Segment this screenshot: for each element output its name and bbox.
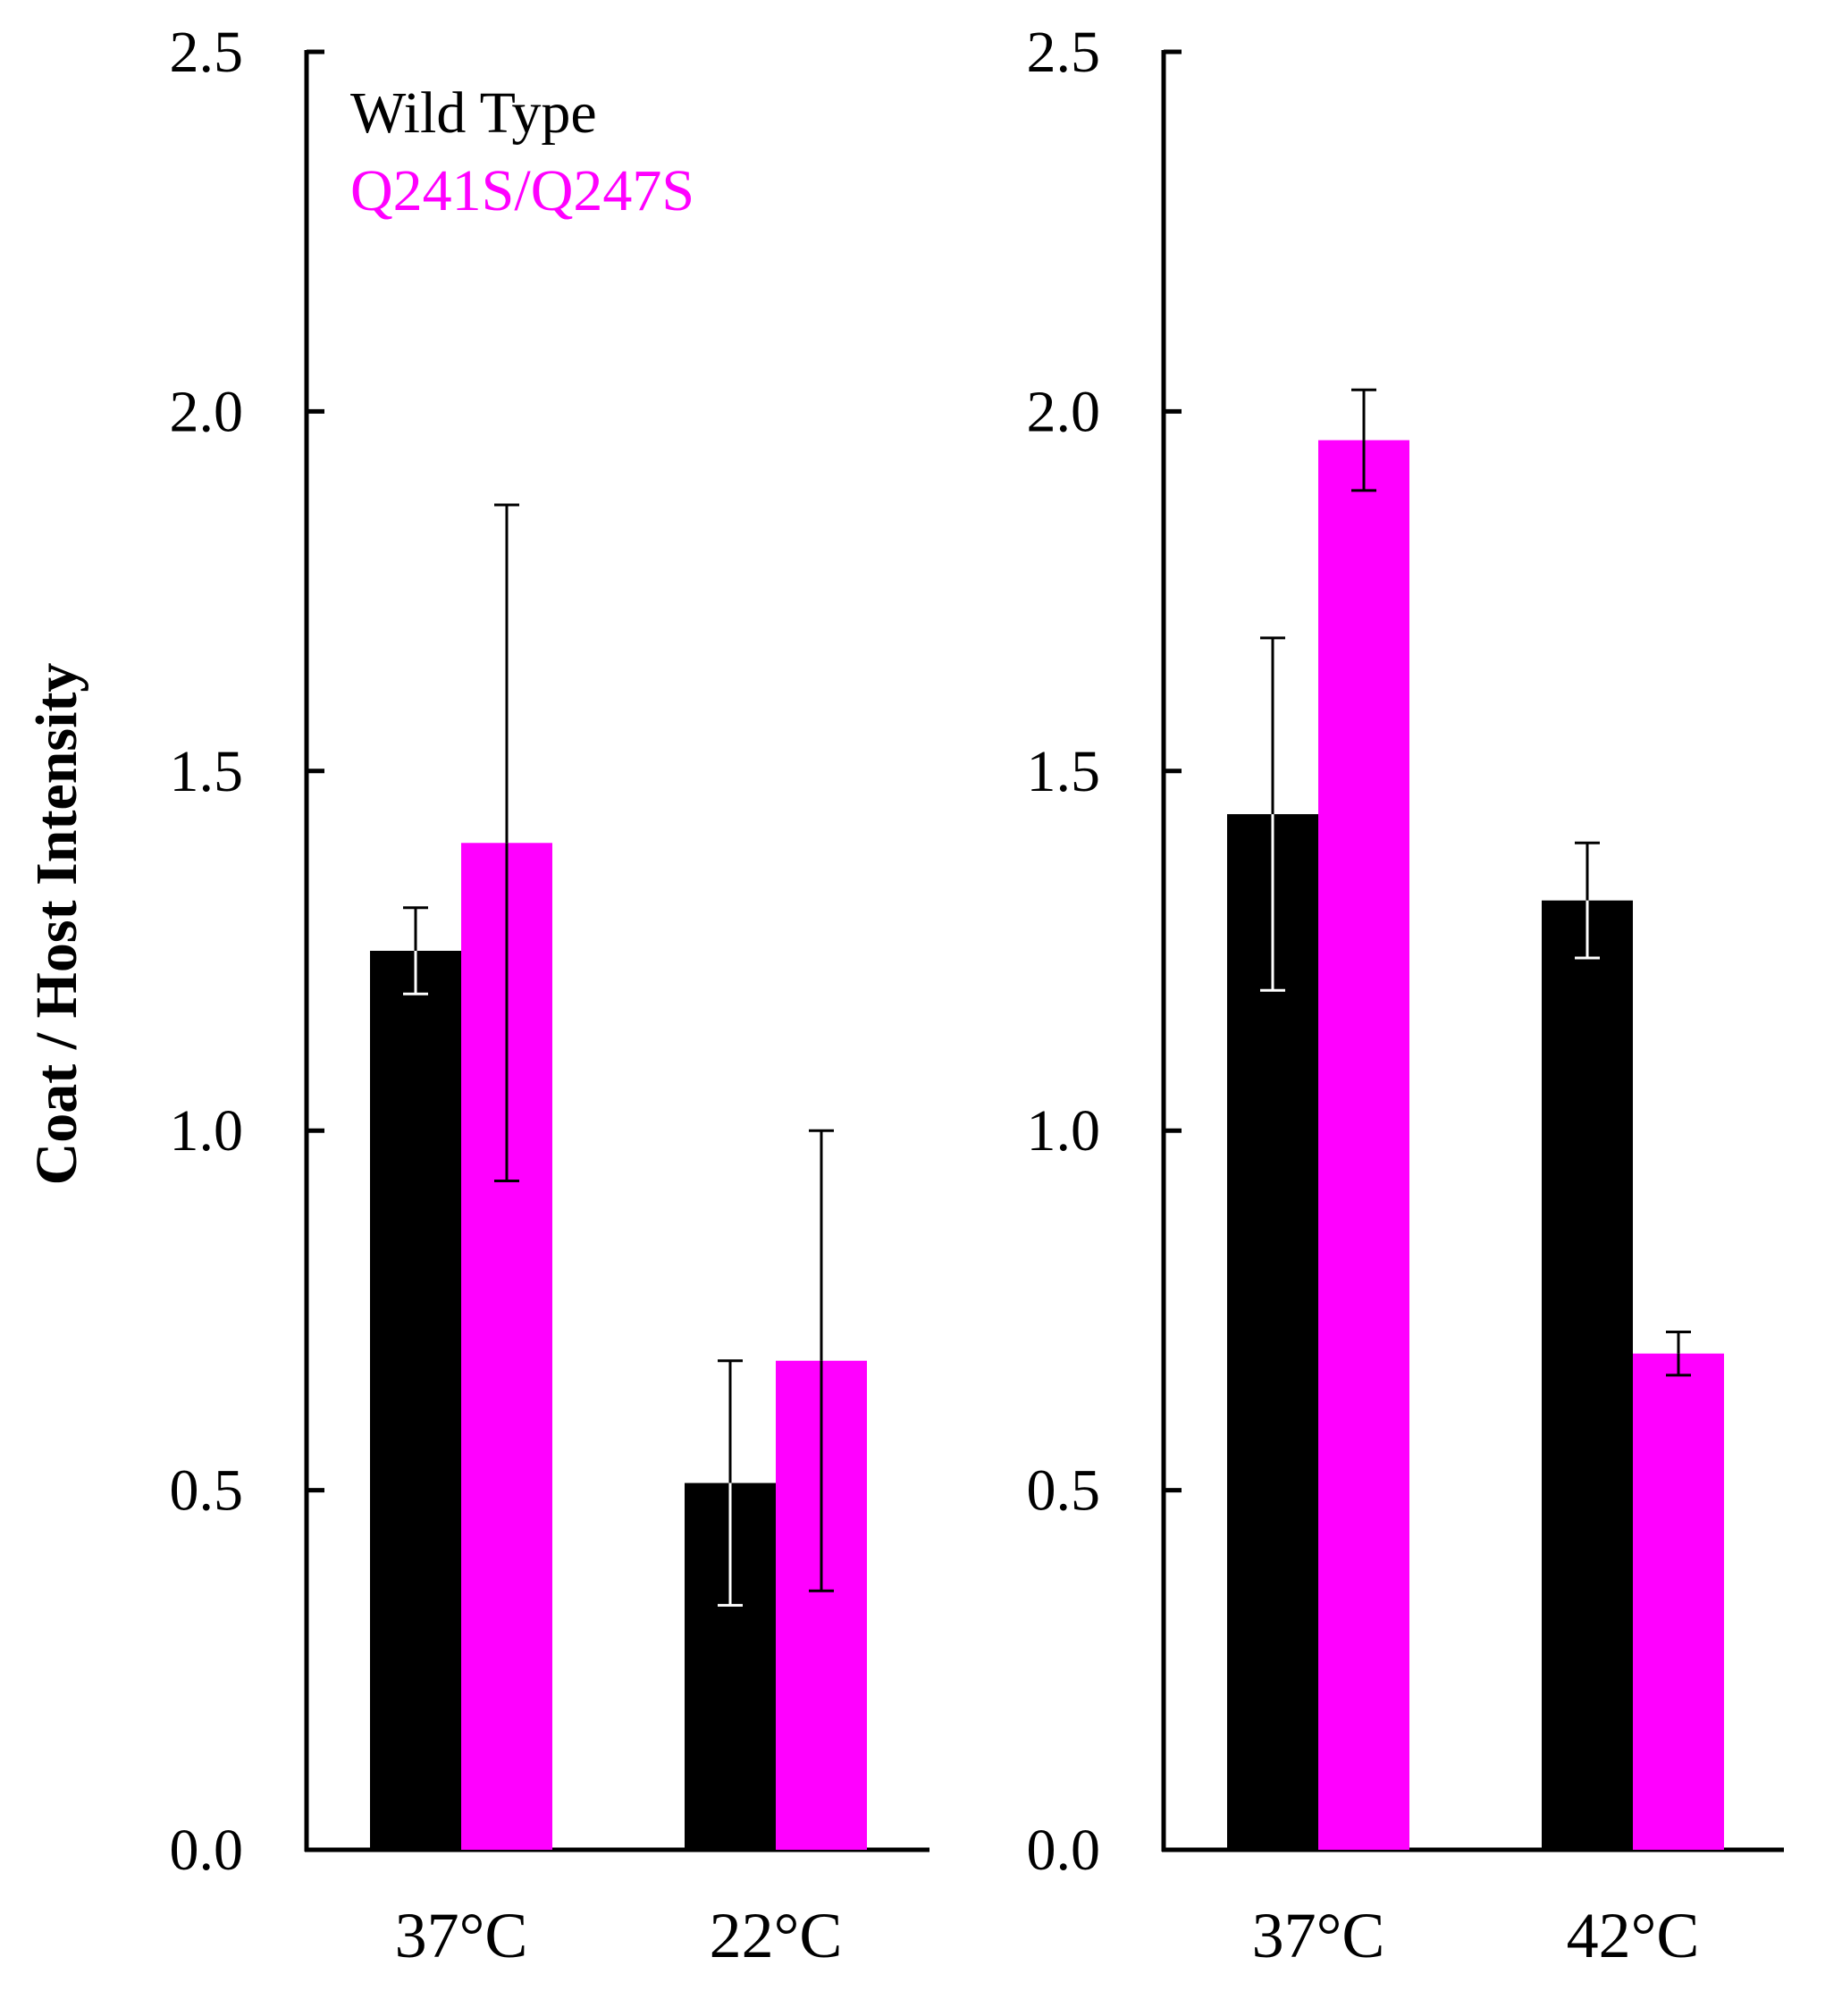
y-tick-label: 0.5 <box>170 1458 244 1524</box>
y-tick-label: 0.0 <box>1027 1818 1101 1883</box>
y-axis-label: Coat / Host Intensity <box>24 663 89 1186</box>
chart-panel-right: 0.0 0.5 1.0 1.5 2.0 2.5 37°C 42°C <box>1027 20 1784 1971</box>
bar-mutant <box>1318 440 1409 1850</box>
x-category-label: 22°C <box>710 1900 843 1971</box>
y-tick-label: 2.0 <box>170 379 244 444</box>
error-bar <box>403 906 428 995</box>
legend-entry: Q241S/Q247S <box>350 158 694 223</box>
y-tick-label: 2.5 <box>170 20 244 85</box>
error-bar <box>494 503 519 1183</box>
legend-entry: Wild Type <box>350 80 597 146</box>
bar-wild-type <box>1542 900 1633 1850</box>
x-category-label: 37°C <box>395 1900 528 1971</box>
x-category-label: 42°C <box>1567 1900 1700 1971</box>
error-bar <box>1666 1331 1691 1377</box>
chart-panel-left: 0.0 0.5 1.0 1.5 2.0 2.5 37°C 22°C Wild Type Q241S… <box>170 20 929 1971</box>
bar-wild-type <box>370 951 461 1850</box>
error-bar <box>1351 388 1376 492</box>
y-tick-label: 0.0 <box>170 1818 244 1883</box>
x-category-label: 37°C <box>1252 1900 1385 1971</box>
y-tick-label: 2.5 <box>1027 20 1101 85</box>
error-bar <box>1575 841 1600 960</box>
error-bar <box>1260 636 1285 992</box>
error-bar <box>809 1129 834 1592</box>
y-tick-label: 0.5 <box>1027 1458 1101 1524</box>
error-bar <box>718 1359 743 1607</box>
chart-panels: 0.0 0.5 1.0 1.5 2.0 2.5 37°C 22°C Wild Type Q241S… <box>170 20 1784 1971</box>
bar-mutant <box>1633 1353 1724 1850</box>
y-tick-label: 1.5 <box>1027 739 1101 804</box>
y-tick-label: 1.0 <box>1027 1098 1101 1163</box>
y-tick-label: 1.5 <box>170 739 244 804</box>
y-tick-label: 2.0 <box>1027 379 1101 444</box>
y-tick-label: 1.0 <box>170 1098 244 1163</box>
